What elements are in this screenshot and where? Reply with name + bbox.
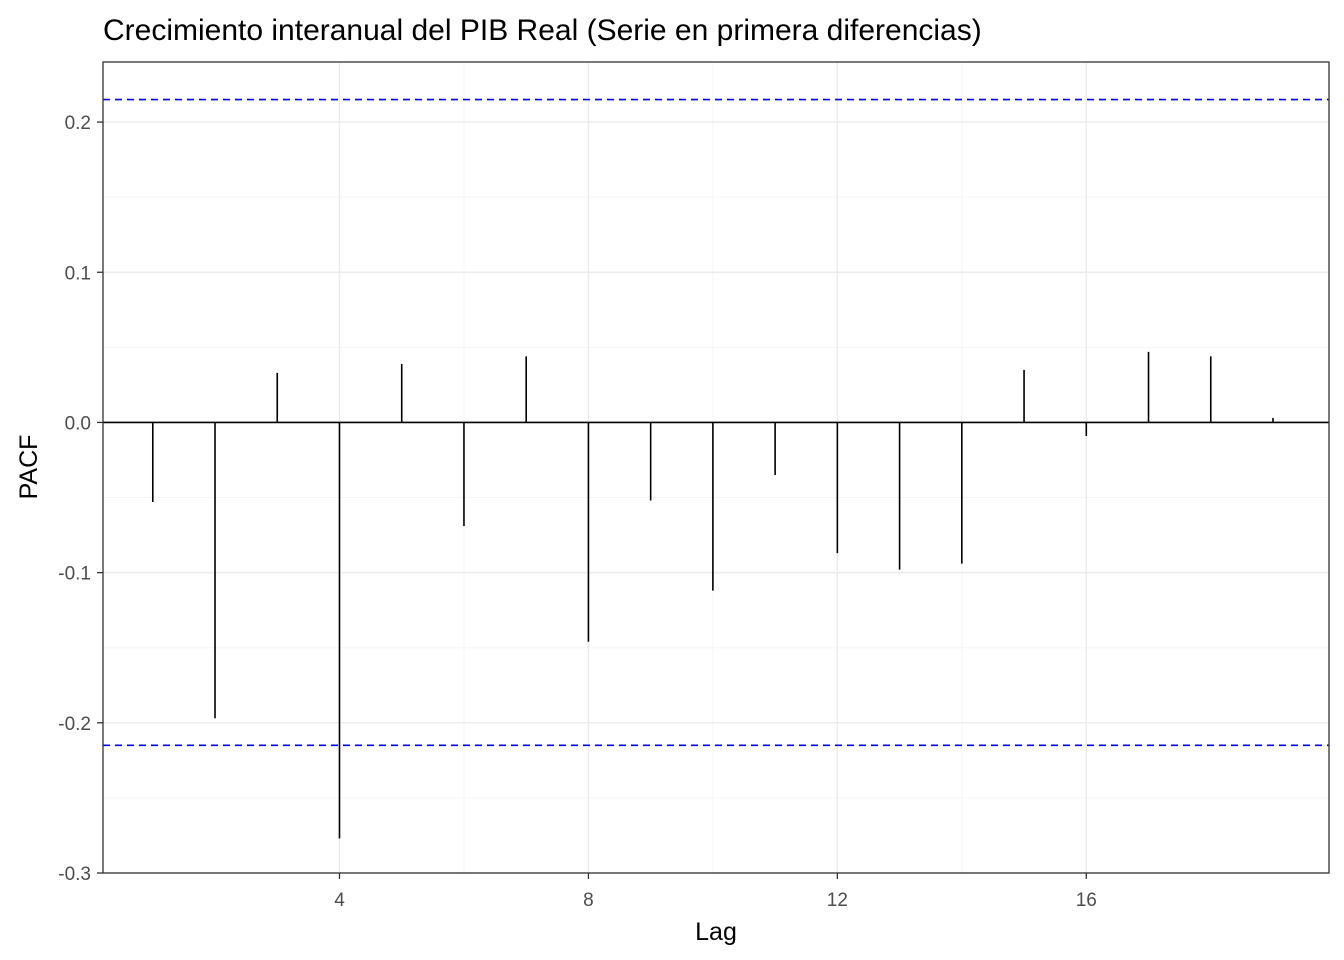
x-tick-label: 4: [334, 890, 345, 911]
y-tick-label: 0.2: [65, 113, 91, 134]
x-tick-label: 16: [1076, 890, 1097, 911]
grid: [103, 62, 1329, 874]
y-axis: 0.2 0.1 0.0 -0.1 -0.2 -0.3: [58, 113, 103, 885]
y-tick-label: -0.3: [58, 864, 91, 885]
x-axis: 4 8 12 16: [334, 873, 1097, 911]
chart-title: Crecimiento interanual del PIB Real (Ser…: [103, 14, 982, 47]
y-tick-label: -0.2: [58, 714, 91, 735]
panel-border: [102, 61, 1330, 874]
y-tick-label: 0.1: [65, 263, 91, 284]
y-tick-label: -0.1: [58, 564, 91, 585]
x-tick-label: 12: [827, 890, 848, 911]
y-axis-title: PACF: [15, 435, 43, 500]
y-tick-label: 0.0: [65, 413, 91, 434]
x-tick-label: 8: [583, 890, 594, 911]
x-axis-title: Lag: [695, 918, 737, 946]
pacf-bars: [103, 351, 1329, 839]
confidence-bounds: [103, 98, 1329, 747]
